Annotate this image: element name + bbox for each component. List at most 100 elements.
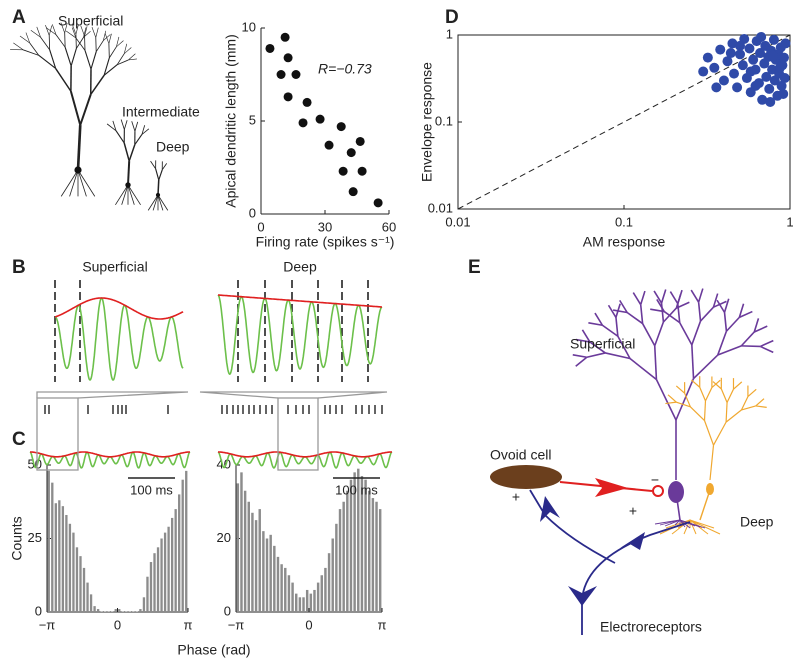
scatter-point <box>355 136 365 146</box>
histogram-bar <box>47 470 50 612</box>
histogram-bar <box>273 545 276 612</box>
dendrite <box>653 321 665 347</box>
histogram-bar <box>121 611 124 612</box>
dendrite <box>75 37 86 51</box>
histogram-bar <box>79 556 82 612</box>
histogram-bar <box>324 567 327 612</box>
dendrite <box>639 304 644 324</box>
zoom-connector <box>199 391 388 399</box>
dendrite <box>13 42 24 51</box>
x-axis-label: Firing rate (spikes s⁻¹) <box>256 234 395 250</box>
scatter-point <box>298 118 308 128</box>
x-tick-label: 0 <box>305 617 312 632</box>
scatter-point <box>778 88 789 99</box>
dendrite <box>572 354 587 359</box>
dendrite <box>689 406 705 421</box>
x-tick-label: π <box>184 617 193 632</box>
histogram-bar <box>174 509 177 612</box>
dendrite <box>709 445 715 481</box>
dendrite <box>733 381 743 390</box>
chart <box>260 27 390 215</box>
neuron-drawing <box>10 22 137 197</box>
histogram-bar <box>302 597 305 612</box>
dendrite <box>723 312 728 332</box>
scale-bar-label: 100 ms <box>335 482 378 497</box>
histogram-bar <box>132 611 135 612</box>
dendrite <box>675 385 686 394</box>
dendrite <box>71 23 77 35</box>
dendrite <box>717 345 742 356</box>
neuron-drawing <box>147 160 169 211</box>
histogram-bar <box>104 611 107 612</box>
dendrite <box>665 401 677 405</box>
histogram-bar <box>251 512 254 612</box>
dendrite <box>124 47 132 54</box>
histogram-bar <box>327 553 331 612</box>
y-tick-label: 0.01 <box>428 200 453 215</box>
scatter-point <box>748 54 759 65</box>
dendrite <box>22 49 39 56</box>
histogram-bar <box>368 490 371 612</box>
dendrite <box>594 312 604 326</box>
histogram-bar <box>287 575 291 612</box>
dendrite <box>106 123 117 132</box>
arrowhead <box>595 478 628 497</box>
scatter-point <box>774 62 785 73</box>
scatter-point <box>744 43 755 54</box>
histogram-bar <box>146 576 149 612</box>
dendrite <box>76 124 82 171</box>
dendrite <box>127 160 131 186</box>
histogram-bar <box>258 509 261 612</box>
histogram-bar <box>353 472 356 612</box>
y-axis-label: Envelope response <box>419 62 435 182</box>
dendrite <box>120 119 125 130</box>
histogram-bar <box>65 514 68 612</box>
scatter-point <box>768 50 779 61</box>
panel-letter: E <box>468 257 481 278</box>
basal-dendrite <box>77 169 96 197</box>
basal-dendrite <box>157 194 169 211</box>
dendrite <box>29 42 40 56</box>
histogram-bar <box>346 490 349 612</box>
dendrite <box>653 290 663 304</box>
y-axis-label: Apical dendritic length (mm) <box>223 34 239 208</box>
basal-dendrite <box>674 519 681 526</box>
arrowhead <box>568 586 597 606</box>
basal-dendrite <box>127 184 135 205</box>
histogram-bar <box>298 597 302 612</box>
histogram-bar <box>58 500 61 612</box>
dendrite <box>49 49 57 69</box>
dendrite <box>697 288 704 303</box>
dendrite <box>161 163 168 171</box>
carrier-trace <box>29 451 191 469</box>
scatter-point <box>265 43 275 53</box>
sign: + <box>512 489 520 505</box>
histogram-bar <box>89 594 93 612</box>
dendrite <box>80 25 85 37</box>
dendrite <box>740 396 749 411</box>
dendrite <box>740 331 755 347</box>
histogram-bar <box>142 597 146 612</box>
dendrite <box>103 57 110 76</box>
histogram-bar <box>236 483 240 612</box>
dendrite <box>720 388 728 403</box>
basal-dendrite <box>147 194 159 211</box>
histogram-bar <box>86 582 89 612</box>
scatter-point <box>780 38 791 49</box>
histogram-bar <box>335 523 338 612</box>
soma <box>125 182 131 188</box>
dendrite <box>134 134 143 146</box>
panel-letter: D <box>445 7 459 28</box>
scatter-point <box>346 148 356 158</box>
histogram-bar <box>153 553 156 612</box>
scatter-point <box>727 38 738 49</box>
dendrite <box>660 303 665 323</box>
neuron-label: Intermediate <box>122 104 200 120</box>
dendrite <box>619 299 628 313</box>
dendrite <box>759 345 774 354</box>
basal-dendrite <box>669 519 681 525</box>
basal-dendrite <box>157 194 164 211</box>
histogram-bar <box>284 567 287 612</box>
